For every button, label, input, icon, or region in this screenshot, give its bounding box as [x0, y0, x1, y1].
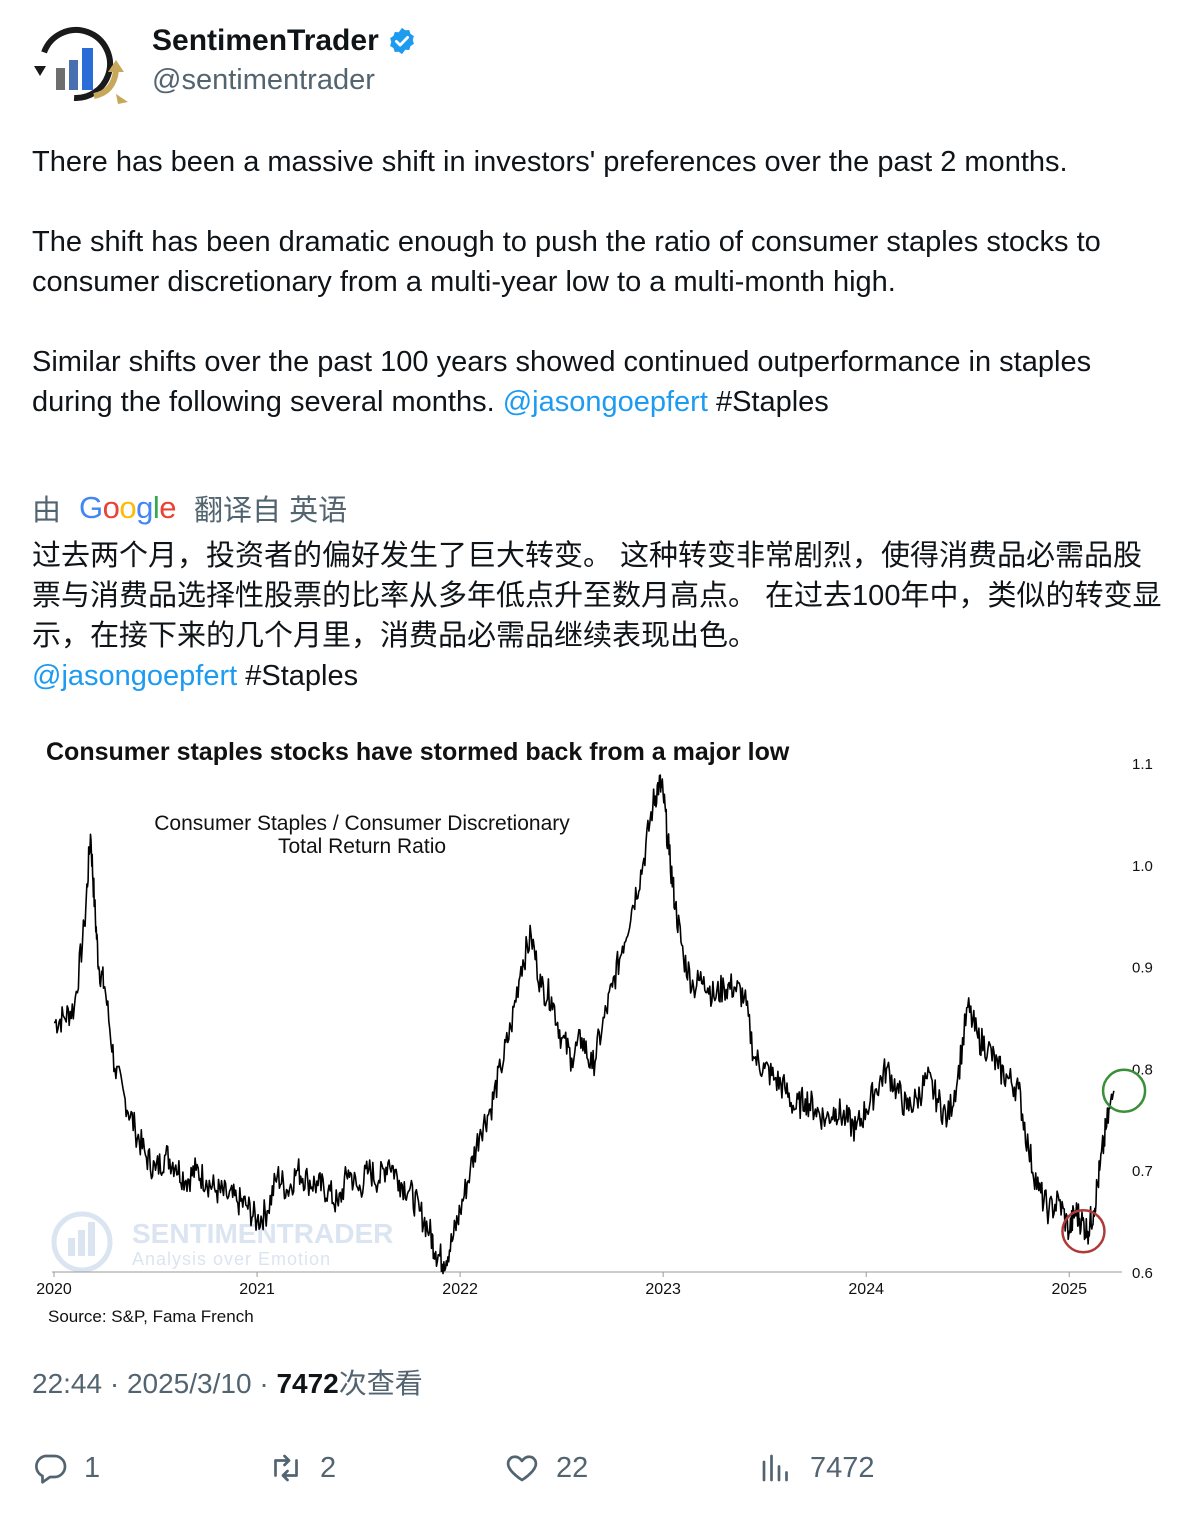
watermark: SENTIMENTRADER Analysis over Emotion: [54, 1214, 393, 1270]
y-tick-label: 0.6: [1132, 1265, 1153, 1282]
like-button[interactable]: 22: [504, 1450, 588, 1486]
views-label: 次查看: [339, 1368, 423, 1399]
ratio-chart: Consumer staples stocks have stormed bac…: [32, 728, 1167, 1338]
google-logo: Google: [79, 490, 176, 526]
reply-count: 1: [84, 1452, 100, 1485]
verified-badge-icon: [387, 26, 417, 56]
tweet-time[interactable]: 22:44: [32, 1368, 102, 1399]
x-tick-label: 2023: [645, 1281, 681, 1298]
views-count: 7472: [276, 1368, 338, 1399]
y-tick-label: 0.8: [1132, 1061, 1153, 1078]
y-tick-label: 0.9: [1132, 960, 1153, 977]
series-label-line1: Consumer Staples / Consumer Discretionar…: [154, 812, 570, 835]
y-ticks: 1.1 1.0 0.9 0.8 0.7 0.6: [1132, 756, 1153, 1282]
retweet-count: 2: [320, 1452, 336, 1485]
tweet-body: There has been a massive shift in invest…: [32, 142, 1167, 422]
tweet-meta: 22:44 · 2025/3/10 · 7472次查看: [32, 1362, 423, 1402]
translated-text: 过去两个月，投资者的偏好发生了巨大转变。 这种转变非常剧烈，使得消费品必需品股票…: [32, 536, 1167, 696]
retweet-button[interactable]: 2: [268, 1450, 336, 1486]
views-button[interactable]: 7472: [758, 1450, 875, 1486]
y-tick-label: 1.1: [1132, 756, 1153, 773]
action-bar: 1 2 22 7472: [32, 1450, 1162, 1494]
annotation-circles: [1062, 1070, 1145, 1252]
like-count: 22: [556, 1452, 588, 1485]
google-logo-letter: o: [119, 490, 136, 525]
analytics-icon: [758, 1450, 794, 1486]
tweet-header: SentimenTrader @sentimentrader: [32, 24, 1162, 104]
retweet-icon: [268, 1450, 304, 1486]
chart-title: Consumer staples stocks have stormed bac…: [46, 738, 790, 766]
google-logo-letter: e: [159, 490, 176, 525]
reply-button[interactable]: 1: [32, 1450, 100, 1486]
translated-prefix: 由: [32, 487, 61, 529]
chart-source: Source: S&P, Fama French: [48, 1307, 254, 1326]
tweet-paragraph-3: Similar shifts over the past 100 years s…: [32, 342, 1167, 422]
x-tick-label: 2022: [442, 1281, 478, 1298]
views-action-count: 7472: [810, 1452, 875, 1485]
meta-separator: ·: [252, 1368, 277, 1399]
heart-icon: [504, 1450, 540, 1486]
y-tick-label: 0.7: [1132, 1163, 1153, 1180]
y-tick-label: 1.0: [1132, 858, 1153, 875]
mention-link[interactable]: @jasongoepfert: [503, 386, 708, 418]
x-tick-label: 2021: [239, 1281, 275, 1298]
x-tick-label: 2024: [848, 1281, 884, 1298]
author-handle[interactable]: @sentimentrader: [152, 64, 375, 97]
reply-icon: [32, 1450, 68, 1486]
hashtag[interactable]: #Staples: [716, 386, 829, 418]
translated-hashtag[interactable]: #Staples: [245, 660, 358, 692]
x-tick-label: 2025: [1051, 1281, 1087, 1298]
x-ticks: 2020 2021 2022 2023 2024 2025: [36, 1272, 1087, 1298]
translated-body: 过去两个月，投资者的偏好发生了巨大转变。 这种转变非常剧烈，使得消费品必需品股票…: [32, 540, 1161, 652]
translated-suffix: 翻译自 英语: [194, 487, 347, 529]
series-label-line2: Total Return Ratio: [278, 835, 446, 858]
google-logo-letter: o: [103, 490, 120, 525]
watermark-tagline: Analysis over Emotion: [132, 1249, 331, 1269]
translated-by-row[interactable]: 由 Google 翻译自 英语: [32, 488, 347, 528]
tweet-date[interactable]: 2025/3/10: [127, 1368, 252, 1399]
translated-mention-link[interactable]: @jasongoepfert: [32, 660, 237, 692]
chart-image[interactable]: Consumer staples stocks have stormed bac…: [32, 728, 1167, 1338]
meta-separator: ·: [102, 1368, 127, 1399]
google-logo-letter: g: [136, 490, 153, 525]
avatar[interactable]: [32, 26, 130, 104]
tweet-paragraph-1: There has been a massive shift in invest…: [32, 142, 1167, 182]
tweet-paragraph-2: The shift has been dramatic enough to pu…: [32, 222, 1167, 302]
x-tick-label: 2020: [36, 1281, 72, 1298]
ratio-series-line: [54, 775, 1114, 1274]
sentimentrader-logo-icon: [32, 26, 130, 104]
author-name[interactable]: SentimenTrader: [152, 24, 379, 58]
annotation-circle: [1103, 1070, 1145, 1112]
google-logo-letter: G: [79, 490, 103, 525]
author-name-row[interactable]: SentimenTrader: [152, 24, 417, 58]
